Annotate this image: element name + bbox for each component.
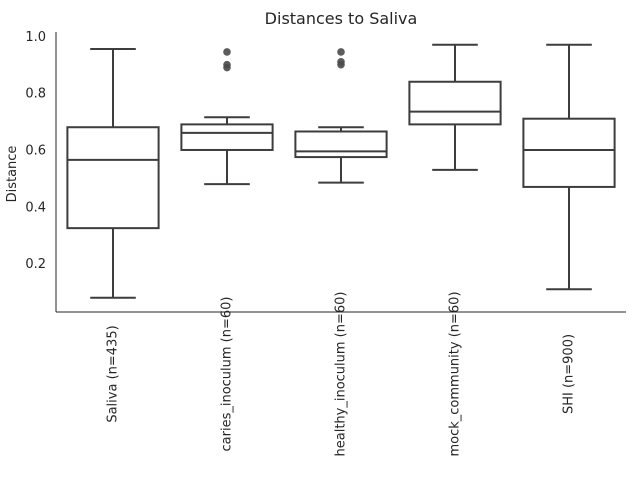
outlier-point — [337, 48, 345, 56]
x-tick-label: SHI (n=900) — [562, 334, 577, 414]
x-tick-label: Saliva (n=435) — [106, 325, 121, 422]
x-tick-label: caries_inoculum (n=60) — [220, 297, 235, 452]
x-tick-label: mock_community (n=60) — [448, 291, 463, 456]
x-ticks: Saliva (n=435) caries_inoculum (n=60) heal… — [106, 291, 577, 456]
y-ticks: 0.2 0.4 0.6 0.8 1.0 — [25, 30, 46, 272]
iqr-box — [522, 117, 616, 188]
iqr-box — [408, 80, 502, 126]
y-tick-label: 0.6 — [25, 143, 46, 158]
iqr-box — [294, 130, 388, 159]
x-tick-label: healthy_inoculum (n=60) — [334, 291, 349, 456]
y-tick-label: 1.0 — [25, 30, 46, 45]
y-tick-label: 0.4 — [25, 200, 46, 215]
box-group — [180, 48, 274, 186]
y-axis-label: Distance — [5, 146, 20, 203]
boxes — [66, 43, 616, 299]
outlier-point — [223, 48, 231, 56]
iqr-box — [66, 126, 160, 230]
box-group — [294, 48, 388, 184]
outlier-point — [337, 58, 345, 66]
box-group — [66, 48, 160, 299]
y-tick-label: 0.8 — [25, 87, 46, 102]
box-group — [408, 43, 502, 171]
y-tick-label: 0.2 — [25, 257, 46, 272]
chart-title: Distances to Saliva — [265, 9, 418, 28]
outlier-point — [223, 60, 231, 69]
iqr-box — [180, 123, 274, 151]
box-group — [522, 43, 616, 291]
